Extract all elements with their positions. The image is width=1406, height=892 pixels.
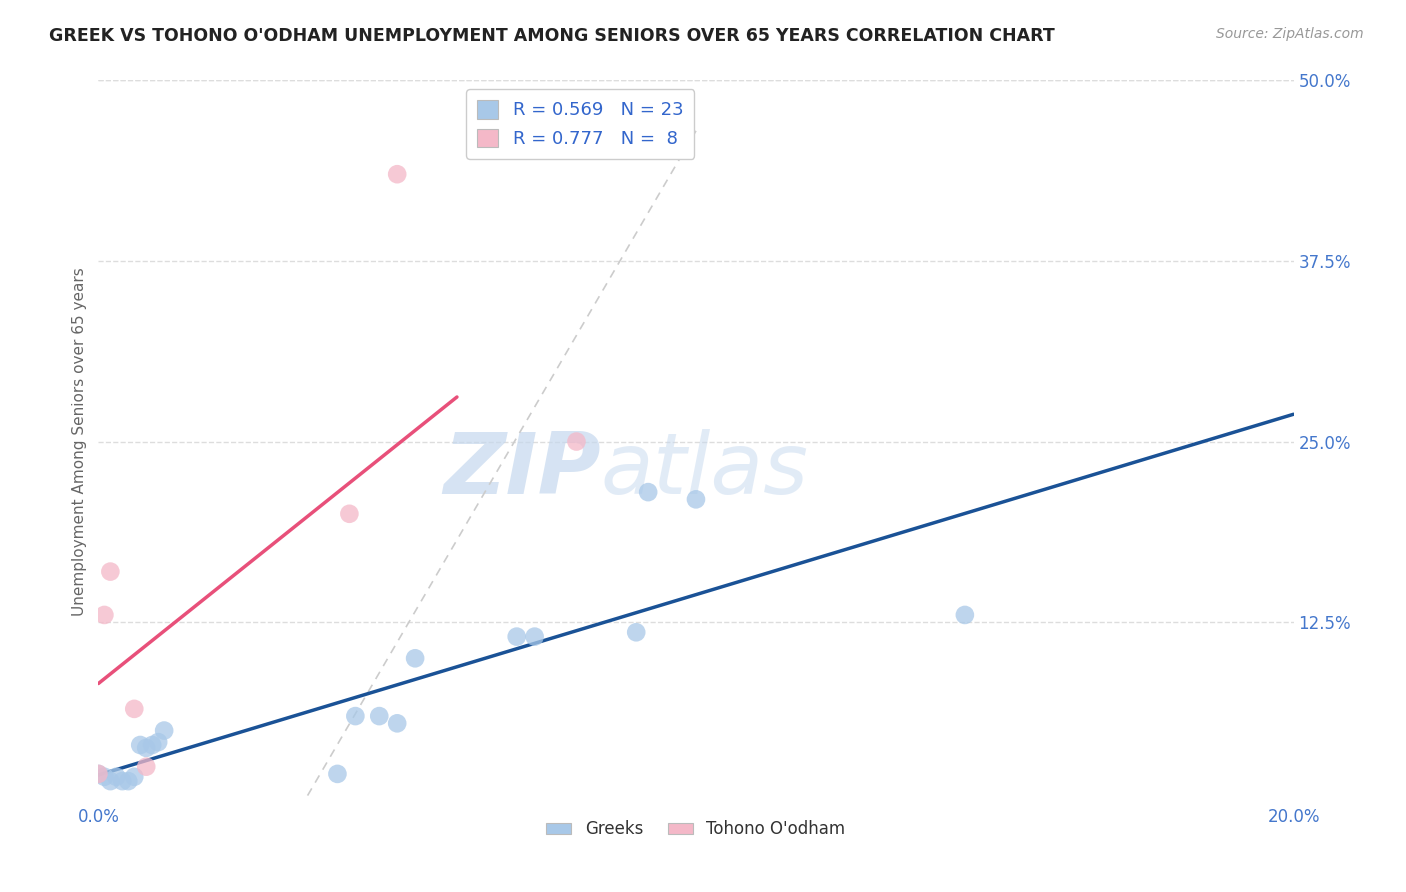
Text: GREEK VS TOHONO O'ODHAM UNEMPLOYMENT AMONG SENIORS OVER 65 YEARS CORRELATION CHA: GREEK VS TOHONO O'ODHAM UNEMPLOYMENT AMO… <box>49 27 1054 45</box>
Text: Source: ZipAtlas.com: Source: ZipAtlas.com <box>1216 27 1364 41</box>
Legend: Greeks, Tohono O'odham: Greeks, Tohono O'odham <box>540 814 852 845</box>
Point <box>129 738 152 752</box>
Text: atlas: atlas <box>600 429 808 512</box>
Point <box>685 492 707 507</box>
Point <box>404 651 426 665</box>
Point <box>326 767 349 781</box>
Point <box>385 716 409 731</box>
Point <box>111 774 134 789</box>
Point <box>565 434 588 449</box>
Point <box>87 767 110 781</box>
Point <box>153 723 176 738</box>
Point <box>135 740 157 755</box>
Point <box>637 485 659 500</box>
Text: ZIP: ZIP <box>443 429 600 512</box>
Point <box>953 607 976 622</box>
Point <box>117 774 139 789</box>
Point <box>141 738 163 752</box>
Point <box>124 770 146 784</box>
Point <box>124 702 146 716</box>
Point <box>523 630 546 644</box>
Point <box>506 630 529 644</box>
Point <box>385 167 409 181</box>
Point <box>93 770 115 784</box>
Point <box>135 760 157 774</box>
Point <box>148 735 170 749</box>
Point <box>98 565 122 579</box>
Point <box>93 607 115 622</box>
Point <box>98 774 122 789</box>
Point <box>105 770 128 784</box>
Point <box>339 507 361 521</box>
Point <box>626 625 648 640</box>
Point <box>344 709 367 723</box>
Point <box>368 709 391 723</box>
Y-axis label: Unemployment Among Seniors over 65 years: Unemployment Among Seniors over 65 years <box>72 268 87 615</box>
Point <box>87 767 110 781</box>
